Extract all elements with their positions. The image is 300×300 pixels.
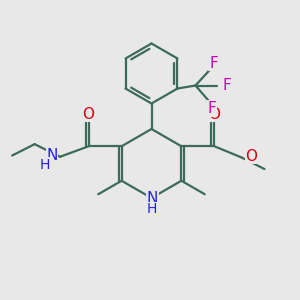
Text: N: N [46,148,58,163]
Text: F: F [223,78,231,93]
Text: O: O [246,148,258,164]
Text: H: H [40,158,50,172]
Text: N: N [146,191,158,206]
Text: F: F [208,101,216,116]
Text: H: H [147,202,157,216]
Text: O: O [208,106,220,122]
Text: O: O [82,106,94,122]
Text: F: F [209,56,218,70]
